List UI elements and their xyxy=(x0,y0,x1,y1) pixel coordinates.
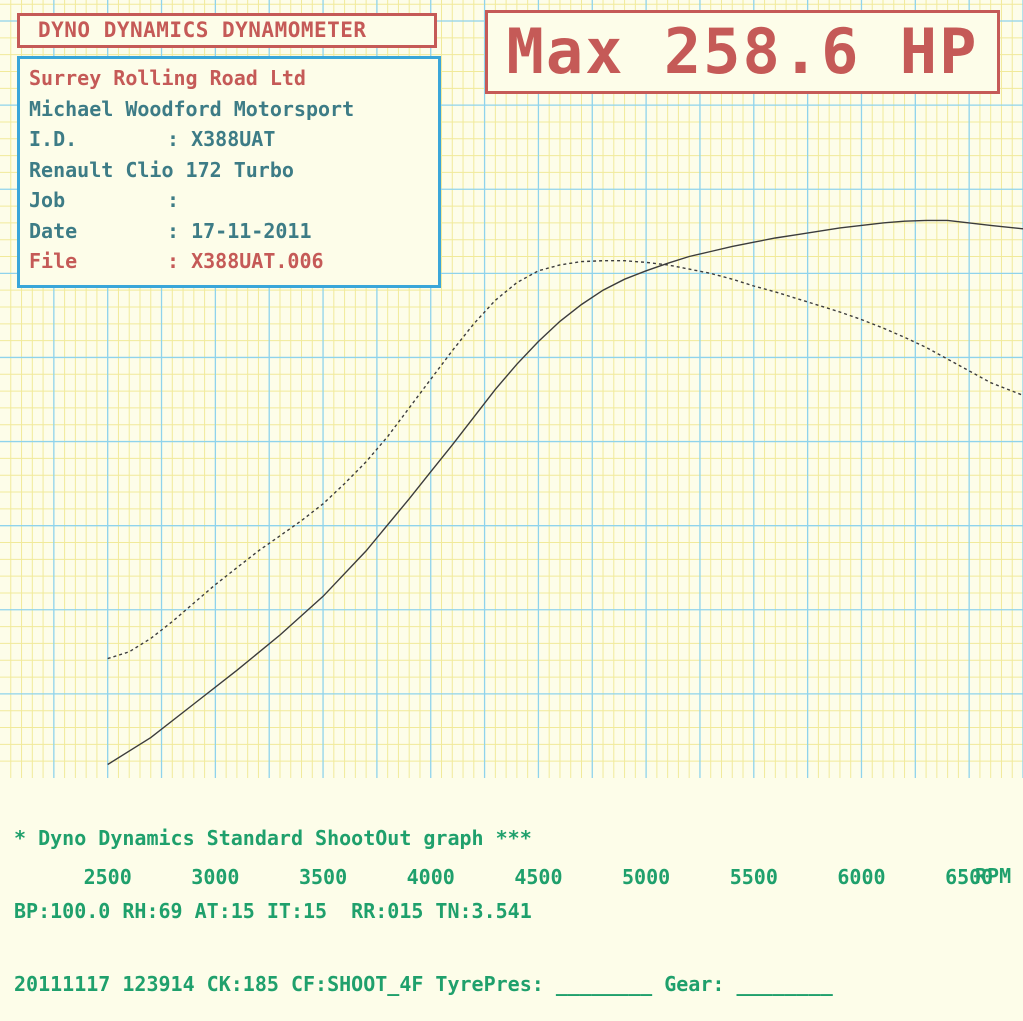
title-banner: DYNO DYNAMICS DYNAMOMETER xyxy=(17,13,437,48)
solid-curve xyxy=(107,219,1023,766)
footer-line-1: * Dyno Dynamics Standard ShootOut graph … xyxy=(14,826,532,850)
job-label: Job xyxy=(29,188,66,212)
x-axis-unit-label: RPM xyxy=(975,864,1012,888)
run-info-panel: Surrey Rolling Road Ltd Michael Woodford… xyxy=(17,56,441,288)
date-label: Date xyxy=(29,218,78,243)
id-label: I.D. xyxy=(29,127,78,151)
date-row: Date : 17-11-2011 xyxy=(29,216,438,247)
x-tick-label: 2500 xyxy=(84,865,132,888)
company-name: Surrey Rolling Road Ltd xyxy=(29,66,306,90)
file-value: : X388UAT.006 xyxy=(167,249,324,273)
x-tick-label: 6500 xyxy=(945,865,993,888)
x-tick-label: 6000 xyxy=(837,865,885,888)
dashed-curve xyxy=(107,260,1023,660)
file-row: File : X388UAT.006 xyxy=(29,246,438,277)
job-value: : xyxy=(167,188,180,212)
x-tick-label: 3000 xyxy=(191,865,239,888)
vehicle-name: Renault Clio 172 Turbo xyxy=(29,157,294,182)
file-label: File xyxy=(29,249,78,273)
footer-line-2: BP:100.0 RH:69 AT:15 IT:15 RR:015 TN:3.5… xyxy=(14,899,532,923)
test-conditions-footer: * Dyno Dynamics Standard ShootOut graph … xyxy=(14,778,833,1021)
footer-line-3: 20111117 123914 CK:185 CF:SHOOT_4F TyreP… xyxy=(14,972,833,996)
x-tick-label: 4000 xyxy=(407,865,455,888)
id-value: : X388UAT xyxy=(167,127,276,151)
customer-name: Michael Woodford Motorsport xyxy=(29,96,355,121)
id-row: I.D. : X388UAT xyxy=(29,124,438,155)
date-value: : 17-11-2011 xyxy=(167,218,312,243)
x-tick-label: 3500 xyxy=(299,865,347,888)
x-tick-label: 5000 xyxy=(622,865,670,888)
max-power-readout: Max 258.6 HP xyxy=(485,10,1000,94)
job-row: Job: xyxy=(29,185,438,216)
x-tick-label: 4500 xyxy=(514,865,562,888)
x-tick-label: 5500 xyxy=(730,865,778,888)
